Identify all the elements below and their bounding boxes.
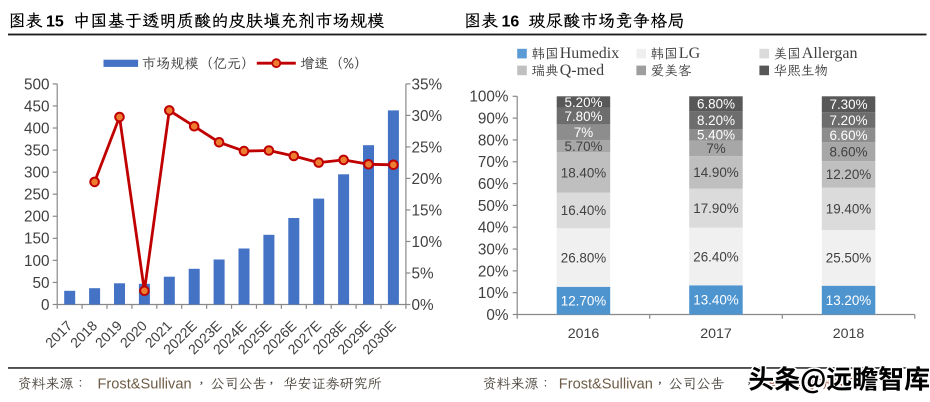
svg-text:5.20%: 5.20%	[565, 95, 603, 110]
svg-text:6.60%: 6.60%	[830, 128, 868, 143]
svg-text:14.90%: 14.90%	[693, 165, 739, 180]
svg-text:80%: 80%	[478, 132, 509, 149]
svg-text:30%: 30%	[412, 108, 443, 125]
svg-text:200: 200	[24, 209, 50, 226]
svg-text:25%: 25%	[412, 139, 443, 156]
svg-text:Allergan: Allergan	[802, 45, 858, 62]
svg-text:0%: 0%	[412, 297, 435, 314]
svg-text:7.80%: 7.80%	[565, 109, 603, 124]
svg-text:Frost&Sullivan: Frost&Sullivan	[559, 376, 653, 392]
svg-text:10%: 10%	[412, 234, 443, 251]
svg-text:Frost&Sullivan: Frost&Sullivan	[98, 376, 192, 392]
svg-text:150: 150	[24, 231, 50, 248]
svg-text:25.50%: 25.50%	[826, 251, 872, 266]
svg-text:7%: 7%	[706, 141, 725, 156]
svg-text:8.20%: 8.20%	[697, 113, 735, 128]
svg-text:300: 300	[24, 165, 50, 182]
svg-text:90%: 90%	[478, 111, 509, 128]
svg-text:50%: 50%	[478, 198, 509, 215]
svg-text:13.20%: 13.20%	[826, 293, 872, 308]
svg-text:50: 50	[32, 275, 49, 292]
svg-text:2018: 2018	[833, 326, 865, 342]
svg-text:7.30%: 7.30%	[830, 97, 868, 112]
svg-text:0%: 0%	[486, 307, 509, 324]
svg-text:60%: 60%	[478, 176, 509, 193]
svg-text:20%: 20%	[412, 171, 443, 188]
svg-text:15%: 15%	[412, 202, 443, 219]
svg-text:Humedix: Humedix	[560, 45, 620, 62]
svg-text:17.90%: 17.90%	[693, 201, 739, 216]
svg-text:LG: LG	[679, 45, 701, 62]
svg-text:15: 15	[46, 14, 64, 31]
svg-text:70%: 70%	[478, 154, 509, 171]
svg-text:100%: 100%	[469, 89, 509, 106]
svg-text:0: 0	[41, 297, 50, 314]
svg-text:13.40%: 13.40%	[693, 293, 739, 308]
svg-text:350: 350	[24, 142, 50, 159]
svg-text:Q-med: Q-med	[560, 62, 604, 79]
svg-text:250: 250	[24, 187, 50, 204]
svg-text:12.70%: 12.70%	[561, 293, 607, 308]
svg-text:16: 16	[502, 14, 520, 31]
svg-text:16.40%: 16.40%	[561, 203, 607, 218]
svg-text:450: 450	[24, 98, 50, 115]
svg-text:40%: 40%	[478, 220, 509, 237]
svg-text:5.70%: 5.70%	[565, 139, 603, 154]
svg-text:35%: 35%	[412, 76, 443, 93]
svg-text:2017: 2017	[700, 326, 732, 342]
svg-text:10%: 10%	[478, 285, 509, 302]
svg-text:20%: 20%	[478, 263, 509, 280]
svg-text:400: 400	[24, 120, 50, 137]
svg-text:26.40%: 26.40%	[693, 249, 739, 264]
svg-text:18.40%: 18.40%	[561, 165, 607, 180]
svg-text:12.20%: 12.20%	[826, 167, 872, 182]
svg-text:7%: 7%	[574, 125, 593, 140]
svg-text:7.20%: 7.20%	[830, 113, 868, 128]
svg-text:5%: 5%	[412, 265, 435, 282]
svg-text:5.40%: 5.40%	[697, 128, 735, 143]
svg-text:6.80%: 6.80%	[697, 97, 735, 112]
svg-text:30%: 30%	[478, 241, 509, 258]
svg-text:100: 100	[24, 253, 50, 270]
svg-text:500: 500	[24, 76, 50, 93]
svg-text:8.60%: 8.60%	[830, 145, 868, 160]
svg-text:2016: 2016	[568, 326, 600, 342]
svg-text:26.80%: 26.80%	[561, 250, 607, 265]
svg-text:19.40%: 19.40%	[826, 202, 872, 217]
